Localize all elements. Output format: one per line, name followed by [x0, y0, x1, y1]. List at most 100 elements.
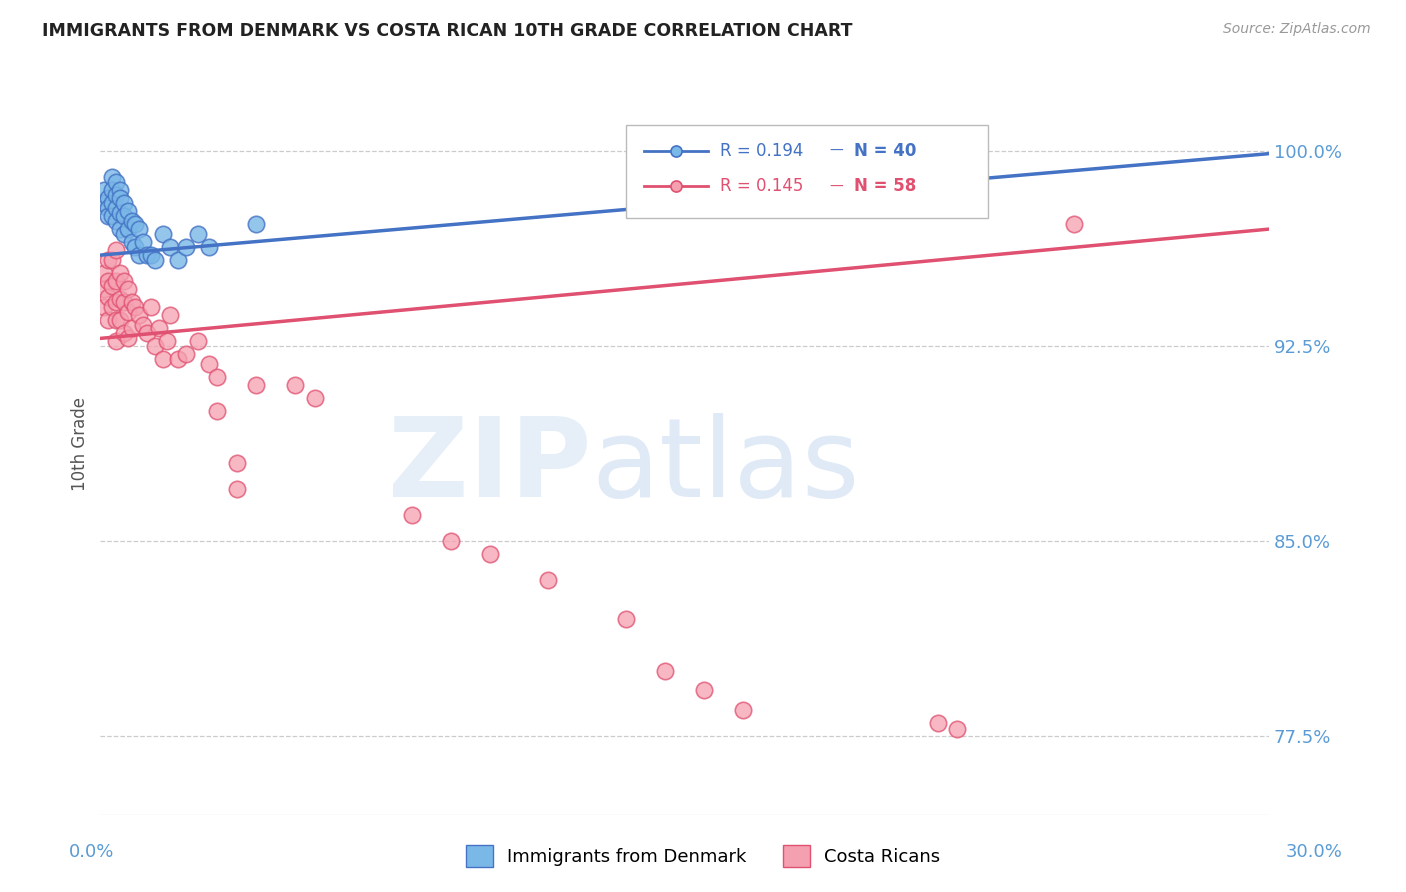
Point [93, 300, 115, 314]
Point [136, 326, 159, 341]
Text: —: — [830, 179, 844, 194]
Point [117, 282, 139, 296]
Point [97, 290, 120, 304]
Point [167, 253, 190, 268]
Point [284, 378, 307, 392]
Text: IMMIGRANTS FROM DENMARK VS COSTA RICAN 10TH GRADE CORRELATION CHART: IMMIGRANTS FROM DENMARK VS COSTA RICAN 1… [42, 22, 852, 40]
Point [693, 682, 716, 697]
Point [245, 378, 267, 392]
Point [225, 483, 247, 497]
Point [187, 227, 209, 242]
Point [101, 196, 124, 211]
Point [205, 370, 228, 384]
Point [121, 235, 143, 249]
Point [731, 704, 754, 718]
Point [101, 300, 124, 314]
Point [104, 243, 127, 257]
Point [198, 358, 221, 372]
FancyBboxPatch shape [626, 125, 988, 218]
Point [537, 574, 560, 588]
Point [152, 227, 174, 242]
Point [101, 183, 124, 197]
Point [167, 352, 190, 367]
Point [478, 547, 501, 561]
Point [97, 253, 120, 268]
Point [124, 300, 146, 314]
Point [108, 313, 131, 327]
Point [132, 318, 155, 333]
Point [205, 404, 228, 418]
Point [139, 300, 162, 314]
Point [93, 196, 115, 211]
Point [112, 274, 135, 288]
Point [139, 248, 162, 262]
Point [104, 175, 127, 189]
Point [117, 331, 139, 345]
Point [97, 202, 120, 216]
Point [104, 274, 127, 288]
Point [128, 308, 150, 322]
Text: Source: ZipAtlas.com: Source: ZipAtlas.com [1223, 22, 1371, 37]
Point [121, 321, 143, 335]
Point [124, 240, 146, 254]
Point [93, 183, 115, 197]
Point [155, 334, 177, 348]
Text: —: — [830, 144, 844, 158]
Text: N = 58: N = 58 [853, 178, 917, 195]
Point [97, 209, 120, 223]
Point [152, 352, 174, 367]
Point [108, 183, 131, 197]
Point [121, 295, 143, 310]
Point [440, 534, 463, 549]
Point [108, 206, 131, 220]
Point [174, 240, 197, 254]
Point [159, 240, 181, 254]
Point [101, 279, 124, 293]
Point [104, 334, 127, 348]
Point [97, 191, 120, 205]
Point [117, 305, 139, 319]
Point [104, 188, 127, 202]
Point [124, 217, 146, 231]
Point [93, 266, 115, 280]
Text: ZIP: ZIP [388, 412, 591, 519]
Point [117, 203, 139, 218]
Point [143, 339, 166, 353]
Text: 30.0%: 30.0% [1286, 843, 1343, 861]
Point [101, 253, 124, 268]
Point [187, 334, 209, 348]
Point [946, 722, 969, 736]
Y-axis label: 10th Grade: 10th Grade [72, 397, 89, 491]
Point [401, 508, 423, 523]
Point [907, 138, 929, 153]
Point [128, 248, 150, 262]
Point [104, 202, 127, 216]
Point [108, 266, 131, 280]
Point [159, 308, 181, 322]
Point [225, 456, 247, 470]
Point [654, 665, 676, 679]
Point [117, 222, 139, 236]
Point [108, 191, 131, 205]
Point [304, 391, 326, 405]
Text: atlas: atlas [591, 412, 859, 519]
Point [174, 347, 197, 361]
Point [108, 293, 131, 307]
Point [101, 169, 124, 184]
Point [112, 295, 135, 310]
Point [112, 326, 135, 341]
Legend: Immigrants from Denmark, Costa Ricans: Immigrants from Denmark, Costa Ricans [458, 838, 948, 874]
Point [112, 196, 135, 211]
Point [143, 253, 166, 268]
Point [245, 217, 267, 231]
Point [108, 222, 131, 236]
Point [97, 313, 120, 327]
Point [112, 209, 135, 223]
Point [97, 274, 120, 288]
Text: 0.0%: 0.0% [69, 843, 114, 861]
Point [614, 612, 637, 626]
Point [198, 240, 221, 254]
Text: R = 0.145: R = 0.145 [720, 178, 803, 195]
Point [101, 209, 124, 223]
Point [132, 235, 155, 249]
